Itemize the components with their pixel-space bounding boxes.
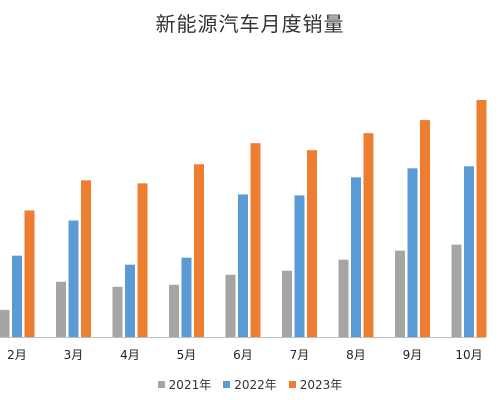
bar-2022年-8月 (351, 177, 361, 337)
bar-2022年-2月 (12, 255, 22, 337)
legend: 2021年 2022年 2023年 (0, 376, 500, 393)
legend-item: 2021年 (157, 376, 212, 393)
bar-2022年-6月 (238, 194, 248, 337)
bar-2022年-3月 (68, 220, 79, 337)
bar-2023年-9月 (420, 120, 430, 337)
bar-2022年-9月 (407, 168, 418, 337)
bar-2021年-10月 (451, 244, 462, 337)
legend-label: 2021年 (168, 378, 212, 392)
bar-2021年-6月 (225, 274, 236, 337)
x-tick-label: 3月 (64, 348, 84, 362)
bar-2021年-5月 (169, 284, 179, 337)
bar-2023年-4月 (137, 183, 148, 337)
bar-2023年-3月 (81, 180, 91, 337)
legend-label: 2023年 (299, 378, 343, 392)
bar-2021年-2月 (0, 309, 10, 337)
bar-2022年-5月 (181, 257, 192, 337)
x-tick-label: 2月 (7, 348, 27, 362)
x-tick-label: 10月 (455, 348, 482, 362)
bar-2021年-8月 (338, 259, 349, 337)
bar-2022年-10月 (464, 166, 474, 337)
bar-2023年-7月 (307, 150, 317, 337)
x-ticks-group: 2月 3月 4月 5月 6月 7月 8月 9月 10月 (7, 348, 482, 362)
bar-2021年-7月 (282, 270, 292, 337)
bar-2023年-2月 (24, 210, 35, 337)
bar-2023年-10月 (476, 100, 487, 338)
bar-2022年-7月 (294, 195, 305, 337)
legend-swatch (288, 381, 296, 388)
bars-group (0, 100, 487, 338)
legend-swatch (157, 381, 165, 388)
bar-2023年-8月 (363, 133, 374, 337)
bar-2021年-4月 (112, 286, 123, 337)
x-tick-label: 7月 (290, 348, 310, 362)
bar-2022年-4月 (125, 264, 135, 337)
legend-item: 2022年 (223, 376, 277, 393)
x-tick-label: 9月 (403, 348, 423, 362)
bar-2023年-6月 (250, 143, 261, 337)
bar-2023年-5月 (194, 164, 204, 337)
x-tick-label: 8月 (346, 348, 366, 362)
legend-item: 2023年 (288, 376, 343, 393)
bar-2021年-3月 (56, 281, 66, 337)
x-tick-label: 5月 (177, 348, 197, 362)
chart-title: 新能源汽车月度销量 (155, 12, 345, 36)
bar-2021年-9月 (395, 250, 405, 337)
x-tick-label: 6月 (233, 348, 253, 362)
legend-label: 2022年 (234, 378, 277, 392)
x-tick-label: 4月 (120, 348, 140, 362)
legend-swatch (223, 381, 231, 388)
